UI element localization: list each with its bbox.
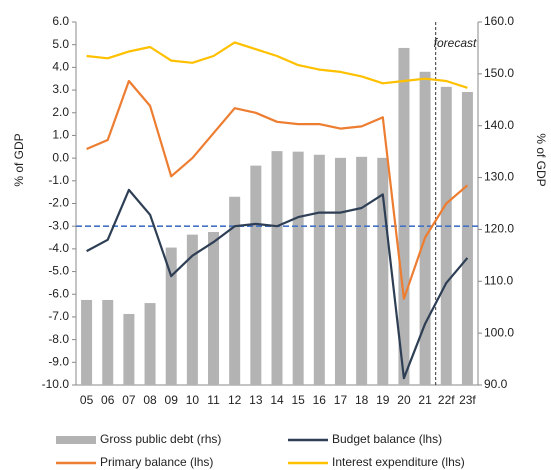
bar <box>356 156 368 385</box>
y2-axis-label: % of GDP <box>534 133 548 186</box>
x-tick-label: 16 <box>313 393 327 407</box>
x-tick-label: 17 <box>334 393 348 407</box>
y-tick-label: -7.0 <box>48 309 69 323</box>
x-tick-label: 05 <box>80 393 94 407</box>
x-tick-label: 15 <box>291 393 305 407</box>
bar <box>250 165 262 385</box>
y-tick-label: 6.0 <box>52 14 69 28</box>
y-tick-label: -4.0 <box>48 241 69 255</box>
bar <box>271 151 283 385</box>
y2-tick-label: 120.0 <box>484 222 514 236</box>
x-tick-label: 08 <box>143 393 157 407</box>
legend-label: Gross public debt (rhs) <box>100 432 221 446</box>
x-tick-label: 11 <box>207 393 220 407</box>
bar <box>102 299 114 385</box>
y-tick-label: 0.0 <box>52 150 69 164</box>
x-tick-label: 12 <box>228 393 242 407</box>
bar <box>123 313 135 385</box>
bar <box>292 151 304 385</box>
line <box>86 41 468 89</box>
bar <box>419 71 431 385</box>
bar <box>377 157 389 385</box>
bar <box>313 154 325 385</box>
y-tick-label: -6.0 <box>48 286 69 300</box>
bar <box>186 234 198 385</box>
x-tick-label: 20 <box>397 393 411 407</box>
x-tick-label: 21 <box>418 393 432 407</box>
bar <box>165 247 177 385</box>
y-tick-label: -5.0 <box>48 264 69 278</box>
y-tick-label: 3.0 <box>52 82 69 96</box>
x-tick-label: 09 <box>165 393 179 407</box>
x-tick-label: 14 <box>270 393 284 407</box>
x-tick-label: 10 <box>186 393 200 407</box>
x-tick-label: 22f <box>438 393 455 407</box>
x-tick-label: 23f <box>459 393 476 407</box>
bar <box>461 92 473 385</box>
legend-label: Primary balance (lhs) <box>100 455 213 469</box>
x-tick-label: 13 <box>249 393 263 407</box>
bar <box>208 232 220 385</box>
y-tick-label: 4.0 <box>52 60 69 74</box>
y-tick-label: -3.0 <box>48 218 69 232</box>
y-tick-label: -8.0 <box>48 332 69 346</box>
line <box>86 188 469 380</box>
y-tick-label: 1.0 <box>52 128 69 142</box>
y-tick-label: -2.0 <box>48 196 69 210</box>
y-tick-label: 5.0 <box>52 37 69 51</box>
annotation: forecast <box>434 36 477 50</box>
bar <box>440 86 452 386</box>
y-tick-label: 2.0 <box>52 105 69 119</box>
y2-tick-label: 100.0 <box>484 325 514 339</box>
legend-label: Budget balance (lhs) <box>332 432 442 446</box>
y2-tick-label: 160.0 <box>484 14 514 28</box>
bar <box>398 47 410 386</box>
x-tick-label: 07 <box>122 393 136 407</box>
y-axis-label: % of GDP <box>12 133 26 186</box>
y-tick-label: -1.0 <box>48 173 69 187</box>
bar <box>81 299 93 385</box>
x-tick-label: 19 <box>376 393 390 407</box>
y-tick-label: -10.0 <box>42 377 70 391</box>
y2-tick-label: 140.0 <box>484 118 514 132</box>
line <box>86 79 469 300</box>
y2-tick-label: 150.0 <box>484 66 514 80</box>
x-tick-label: 18 <box>355 393 369 407</box>
x-tick-label: 06 <box>101 393 115 407</box>
legend-swatch <box>56 436 96 444</box>
y-tick-label: -9.0 <box>48 354 69 368</box>
legend-label: Interest expenditure (lhs) <box>332 455 465 469</box>
y2-tick-label: 130.0 <box>484 170 514 184</box>
bar <box>144 303 156 385</box>
y2-tick-label: 110.0 <box>484 273 513 287</box>
y2-tick-label: 90.0 <box>484 377 508 391</box>
bar <box>229 196 241 385</box>
bar <box>334 157 346 385</box>
